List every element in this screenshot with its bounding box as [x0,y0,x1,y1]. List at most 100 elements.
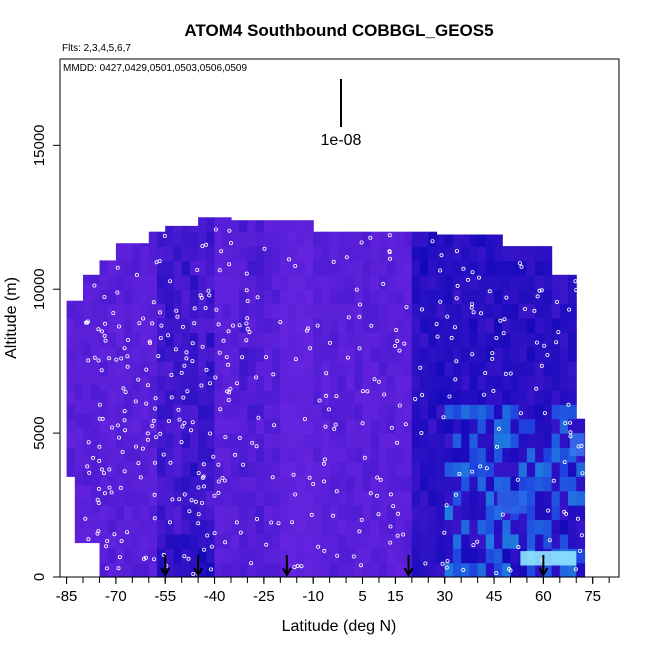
curtain-cell [305,548,314,564]
curtain-cell [148,318,158,333]
curtain-cell [452,505,462,521]
curtain-cell [354,346,364,362]
curtain-cell [411,361,421,377]
curtain-cell [510,548,520,564]
curtain-cell [469,260,479,276]
curtain-cell [526,318,536,333]
curtain-cell [518,318,528,333]
curtain-cell [263,418,273,434]
curtain-cell [395,260,405,276]
curtain-cell [444,418,454,434]
curtain-cell [280,346,290,362]
curtain-cell [321,274,331,290]
curtain-cell [444,433,454,449]
curtain-cell [568,346,577,362]
curtain-cell [181,260,191,276]
curtain-cell [115,332,125,348]
sample-point [123,428,128,433]
curtain-cell [395,519,405,535]
curtain-cell [272,433,281,449]
sample-point [461,266,466,271]
sample-point [357,529,362,534]
curtain-cell [272,548,281,564]
curtain-cell [206,447,216,463]
curtain-cell [74,441,84,457]
sample-point [158,431,163,436]
curtain-cell [107,476,117,492]
curtain-cell [420,548,429,564]
curtain-cell [231,318,240,333]
curtain-cell [214,303,224,319]
curtain-cell [559,389,569,405]
curtain-cell [157,289,166,305]
curtain-cell [115,260,125,276]
curtain-cell [99,361,109,377]
curtain-cell [148,332,158,348]
curtain-cell [255,260,265,276]
curtain-cell [346,476,355,492]
curtain-cell [173,533,183,549]
sample-point [153,435,158,440]
curtain-cell [239,404,248,420]
curtain-cell [551,404,561,420]
x-tick-label: 5 [358,588,366,605]
curtain-cell [124,548,133,564]
sample-point [286,257,291,262]
curtain-cell [526,260,536,276]
sample-point [208,567,213,572]
curtain-cell [305,490,314,506]
curtain-cell [494,447,503,463]
curtain-cell [395,231,405,247]
curtain-cell [124,447,133,463]
curtain-cell [165,361,174,377]
curtain-cell [436,346,446,362]
curtain-cell [107,346,117,362]
curtain-cell [288,533,298,549]
sample-point [190,420,195,425]
curtain-cell [124,404,133,420]
curtain-cell [452,234,462,247]
curtain-cell [313,332,322,348]
sample-point [114,357,119,362]
curtain-cell [452,461,462,477]
curtain-cell [321,231,331,247]
sample-point [207,293,212,298]
sample-point [228,386,233,391]
curtain-cell [313,433,322,449]
curtain-cell [387,476,396,492]
curtain-cell [362,519,372,535]
sample-point [331,513,336,518]
curtain-cell [305,375,314,391]
curtain-cell [296,418,306,434]
curtain-cell [403,318,413,333]
curtain-cell [346,231,355,247]
curtain-cell [280,533,290,549]
curtain-cell [346,260,355,276]
curtain-cell [485,533,495,549]
curtain-cell [535,274,544,290]
curtain-cell [165,505,174,521]
curtain-cell [576,562,586,578]
curtain-cell [239,332,248,348]
curtain-cell [337,505,347,521]
curtain-cell [436,332,446,348]
curtain-cell [288,476,298,492]
sample-point [322,479,327,484]
curtain-cell [91,398,100,414]
curtain-cell [543,418,553,434]
curtain-cell [362,246,372,262]
curtain-cell [436,447,446,463]
curtain-cell [247,490,257,506]
curtain-cell [165,533,174,549]
curtain-cell [107,303,117,319]
curtain-cell [296,289,306,305]
sample-point [249,561,254,566]
x-axis: -85 -70 -55 -40 -25 -10 5 15 30 45 60 75 [56,577,610,605]
curtain-cell [559,418,569,434]
curtain-cell [66,389,76,405]
sample-point [103,338,108,343]
curtain-cell [452,361,462,377]
curtain-cell [452,433,462,449]
curtain-cell [74,427,84,443]
sample-point [419,307,424,312]
